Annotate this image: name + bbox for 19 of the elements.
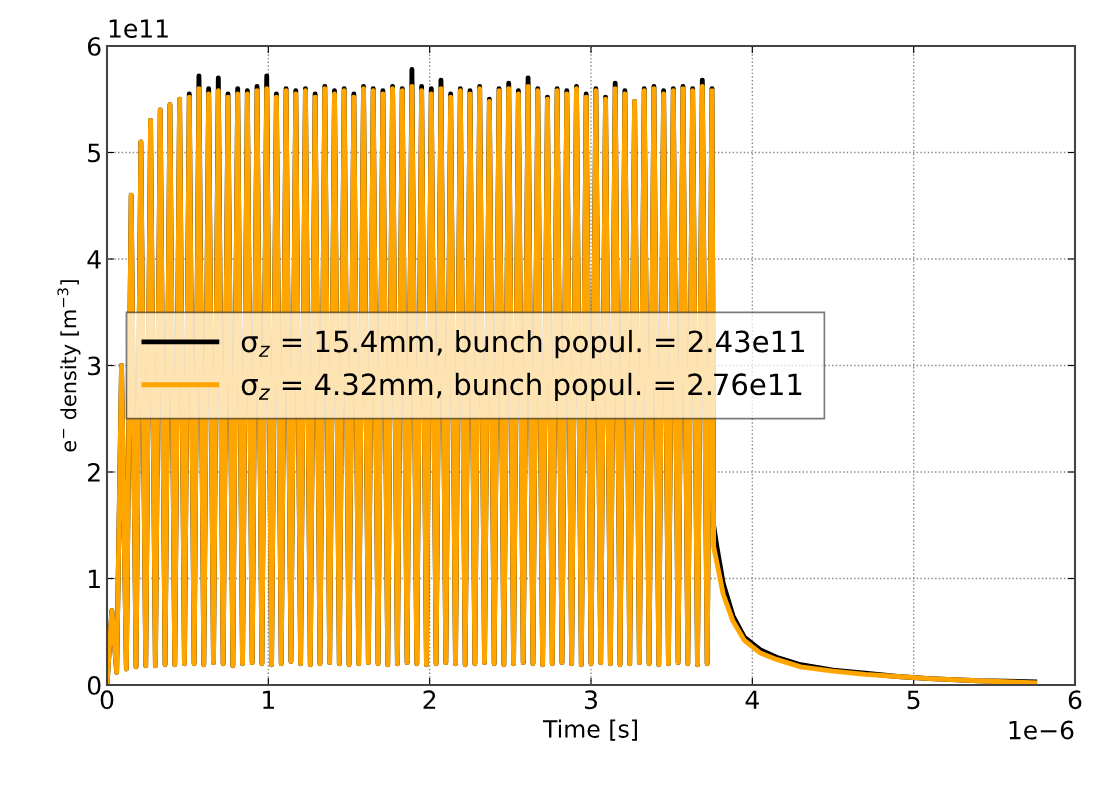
legend-label: σ$_{z}$ = 15.4mm, bunch popul. = 2.43e11 (241, 329, 805, 359)
y-tick-label: 0 (87, 675, 101, 695)
x-tick-label: 6 (1068, 690, 1082, 710)
x-tick-label: 3 (584, 690, 597, 710)
y-tick-label: 3 (88, 356, 101, 376)
y-tick-label: 2 (88, 462, 100, 482)
y-tick-label: 4 (87, 250, 101, 269)
x-tick-label: 2 (423, 690, 436, 709)
x-tick-label: 4 (745, 690, 759, 709)
text: 1e−6 (1009, 720, 1074, 740)
y-axis-title: e$^{−}$ density [m$^{−3}$] (57, 280, 81, 452)
text: 1e11 (109, 19, 168, 38)
y-tick-label: 5 (88, 143, 100, 163)
y-tick-label: 6 (87, 36, 101, 56)
x-tick-label: 5 (907, 690, 920, 710)
y-tick-label: 1 (88, 569, 100, 588)
legend-label: σ$_{z}$ = 4.32mm, bunch popul. = 2.76e11 (241, 372, 802, 402)
x-axis-title: Time [s] (542, 719, 637, 741)
x-tick-label: 1 (263, 690, 274, 709)
